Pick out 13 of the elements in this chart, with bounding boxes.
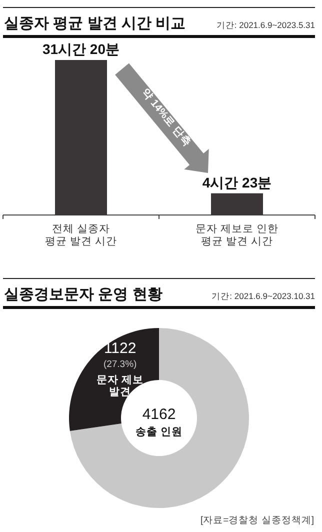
x-tick-label: 문자 제보로 인한 평균 발견 시간 xyxy=(196,223,278,248)
text: 4162 송출 인원 xyxy=(136,406,182,438)
data-label: 1122 (27.3%) xyxy=(103,340,137,370)
slice-label: 문자 제보 발견 xyxy=(96,374,144,398)
chart-title: 실종자 평균 발견 시간 비교 xyxy=(4,15,186,32)
chart-title: 실종경보문자 운영 현황 xyxy=(4,286,162,303)
text: [자료=경찰청 실종정책계] xyxy=(200,515,314,526)
chart-subtitle: 기간: 2021.6.9~2023.5.31 xyxy=(216,20,316,30)
x-tick-label: 전체 실종자 평균 발견 시간 xyxy=(45,223,117,248)
annotation: 31시간 20분 xyxy=(42,41,120,57)
donut-slice xyxy=(70,328,249,508)
chart-subtitle: 기간: 2021.6.9~2023.10.31 xyxy=(212,291,316,301)
annotation: 4시간 23분 xyxy=(202,174,272,190)
